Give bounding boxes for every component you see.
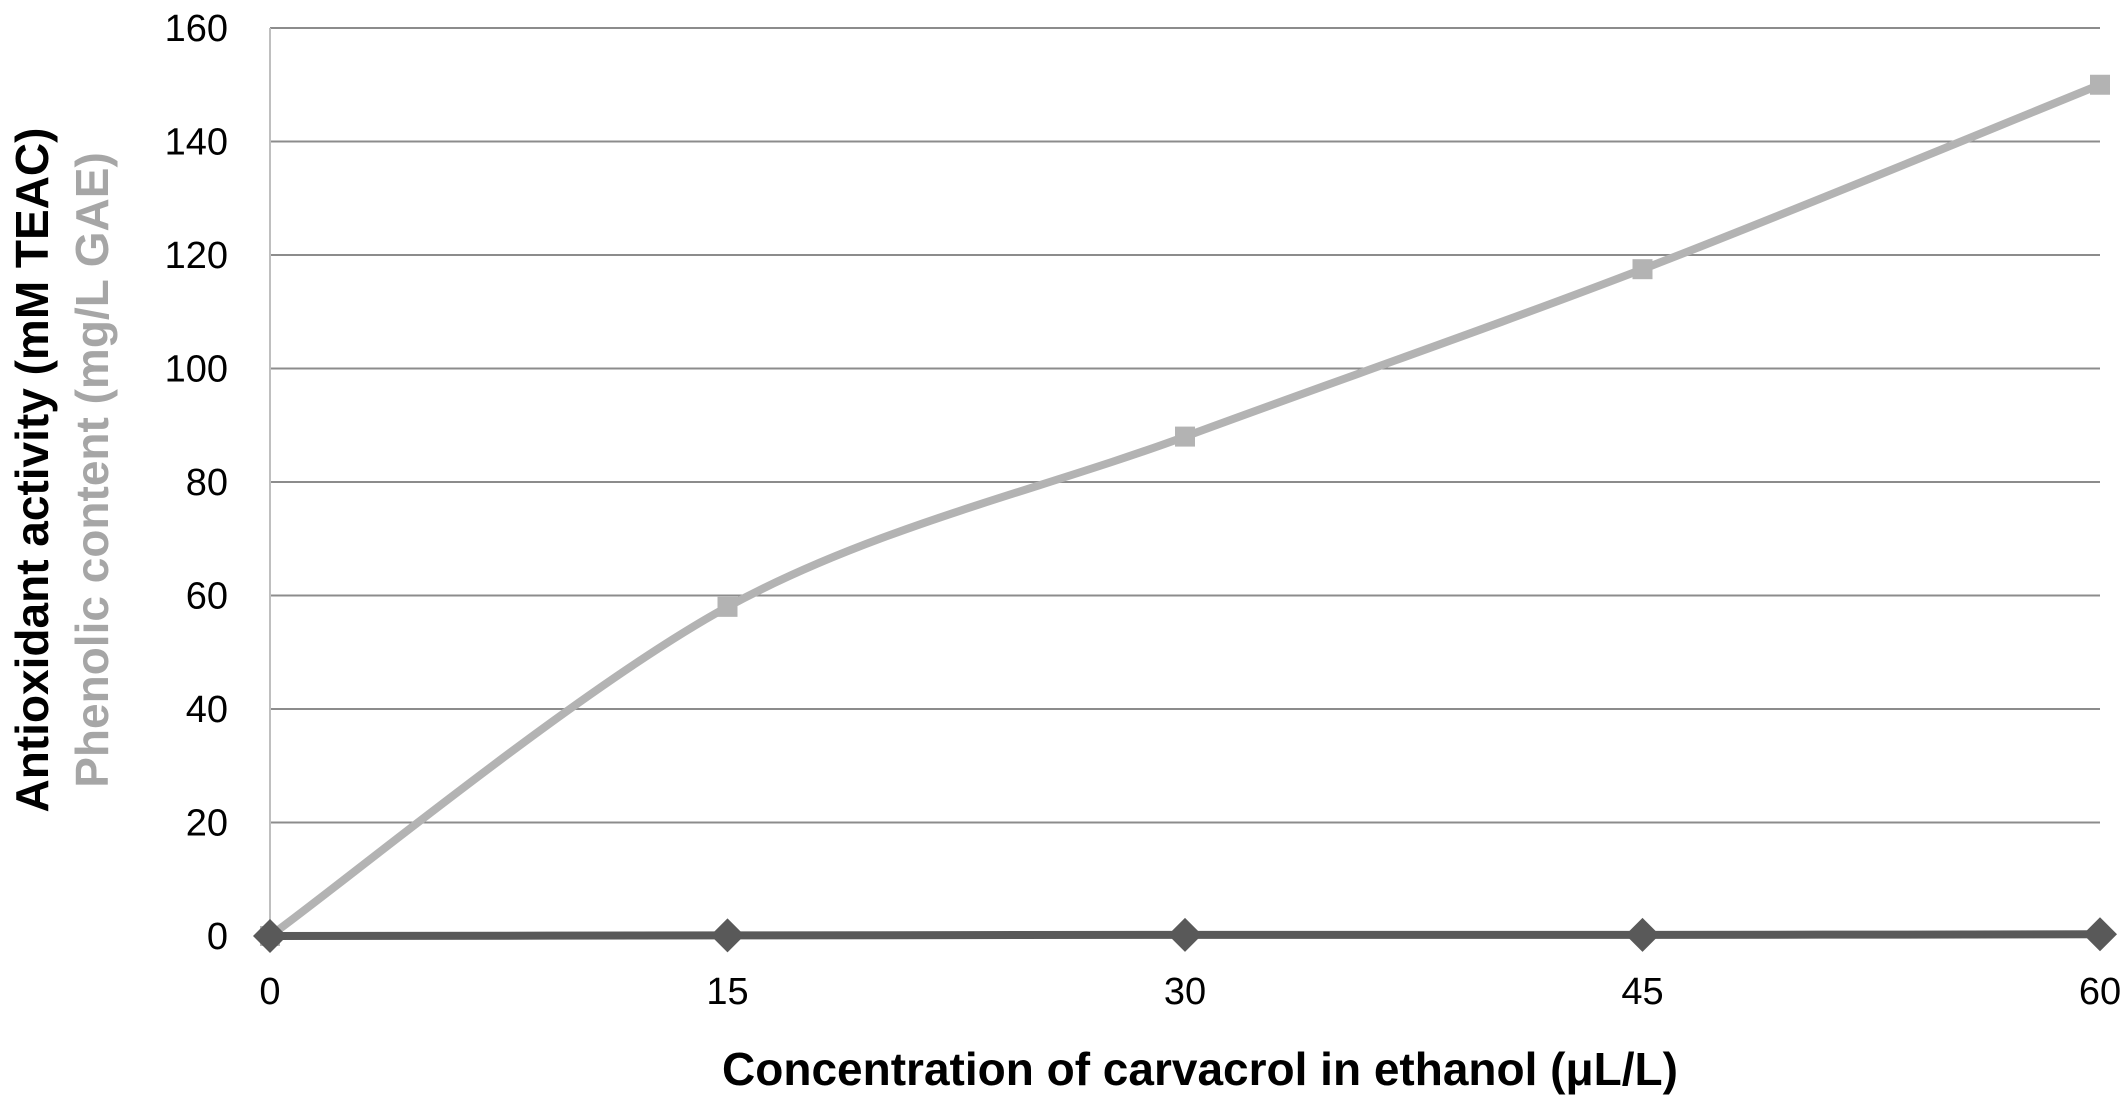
gridlines xyxy=(270,27,2100,937)
series-point-diamond xyxy=(2083,917,2117,952)
y-tick-label: 100 xyxy=(165,349,228,391)
y-tick-label: 140 xyxy=(165,122,228,164)
y-tick-label: 40 xyxy=(186,689,228,731)
series-point-diamond xyxy=(710,918,745,953)
x-tick-label: 30 xyxy=(1164,971,1206,1013)
x-tick-labels: 0 15 30 45 60 xyxy=(259,971,2121,1013)
series-line-1 xyxy=(266,80,2104,940)
y-axis-title-secondary: Phenolic content (mg/L GAE) xyxy=(66,152,118,788)
x-tick-label: 45 xyxy=(1621,971,1663,1013)
y-tick-label: 60 xyxy=(186,576,228,618)
y-tick-label: 0 xyxy=(207,916,228,958)
y-tick-label: 20 xyxy=(186,803,228,845)
series-point-diamond xyxy=(1625,917,1660,952)
x-tick-label: 60 xyxy=(2079,971,2121,1013)
x-tick-label: 15 xyxy=(706,971,748,1013)
y-tick-label: 160 xyxy=(165,8,228,50)
y-tick-label: 120 xyxy=(165,235,228,277)
series-point-square xyxy=(1175,426,1195,447)
series-point-square xyxy=(717,596,738,617)
series-point-diamond xyxy=(253,919,287,953)
y-axis-title: Antioxidant activity (mM TEAC) xyxy=(6,128,58,813)
plot-series xyxy=(253,74,2117,953)
y-tick-label: 80 xyxy=(186,462,228,504)
series-point-diamond xyxy=(1168,917,1202,952)
series-point-square xyxy=(2090,74,2110,95)
y-tick-labels: 0 20 40 60 80 100 120 140 160 xyxy=(165,8,228,958)
x-tick-label: 0 xyxy=(259,971,280,1013)
x-axis-title: Concentration of carvacrol in ethanol (μ… xyxy=(722,1043,1678,1095)
series-point-square xyxy=(1632,259,1653,280)
